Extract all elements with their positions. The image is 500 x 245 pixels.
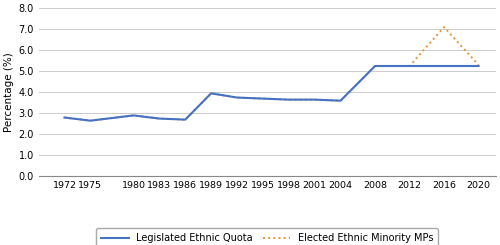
Legislated Ethnic Quota bbox=[182, 118, 188, 121]
Elected Ethnic Minority MPs bbox=[182, 118, 188, 121]
Legislated Ethnic Quota bbox=[441, 64, 447, 67]
Elected Ethnic Minority MPs bbox=[338, 99, 344, 102]
Elected Ethnic Minority MPs bbox=[476, 63, 482, 66]
Legislated Ethnic Quota bbox=[406, 64, 412, 67]
Elected Ethnic Minority MPs bbox=[441, 26, 447, 29]
Legislated Ethnic Quota bbox=[476, 64, 482, 67]
Legislated Ethnic Quota bbox=[372, 64, 378, 67]
Legislated Ethnic Quota bbox=[312, 98, 318, 101]
Y-axis label: Percentage (%): Percentage (%) bbox=[4, 52, 14, 132]
Legislated Ethnic Quota bbox=[286, 98, 292, 101]
Elected Ethnic Minority MPs bbox=[372, 64, 378, 67]
Elected Ethnic Minority MPs bbox=[260, 97, 266, 100]
Legend: Legislated Ethnic Quota, Elected Ethnic Minority MPs: Legislated Ethnic Quota, Elected Ethnic … bbox=[96, 228, 438, 245]
Elected Ethnic Minority MPs bbox=[208, 92, 214, 95]
Legislated Ethnic Quota bbox=[208, 92, 214, 95]
Elected Ethnic Minority MPs bbox=[406, 64, 412, 67]
Elected Ethnic Minority MPs bbox=[88, 119, 94, 122]
Elected Ethnic Minority MPs bbox=[234, 96, 240, 99]
Legislated Ethnic Quota bbox=[130, 114, 136, 117]
Elected Ethnic Minority MPs bbox=[286, 98, 292, 101]
Elected Ethnic Minority MPs bbox=[62, 116, 68, 119]
Elected Ethnic Minority MPs bbox=[156, 117, 162, 120]
Line: Legislated Ethnic Quota: Legislated Ethnic Quota bbox=[64, 66, 478, 121]
Line: Elected Ethnic Minority MPs: Elected Ethnic Minority MPs bbox=[64, 27, 478, 121]
Elected Ethnic Minority MPs bbox=[130, 114, 136, 117]
Legislated Ethnic Quota bbox=[338, 99, 344, 102]
Legislated Ethnic Quota bbox=[62, 116, 68, 119]
Legislated Ethnic Quota bbox=[156, 117, 162, 120]
Legislated Ethnic Quota bbox=[234, 96, 240, 99]
Elected Ethnic Minority MPs bbox=[312, 98, 318, 101]
Legislated Ethnic Quota bbox=[88, 119, 94, 122]
Legislated Ethnic Quota bbox=[260, 97, 266, 100]
